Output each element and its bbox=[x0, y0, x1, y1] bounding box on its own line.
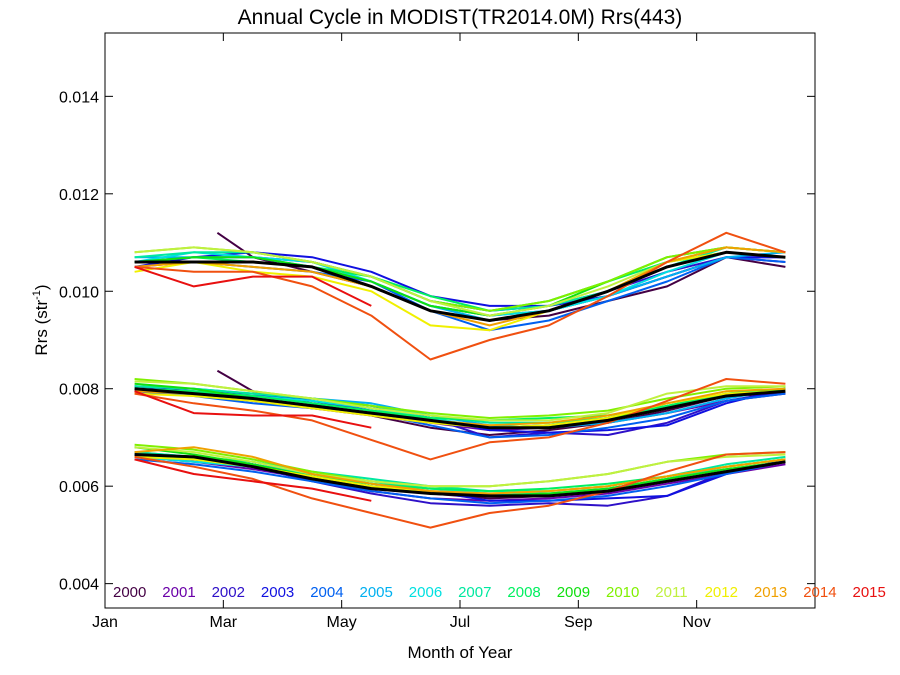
x-tick-label: Mar bbox=[210, 614, 238, 631]
series-line-2015-band-1 bbox=[134, 390, 372, 429]
y-axis: 0.004 0.006 0.008 0.010 0.012 0.014 bbox=[59, 89, 815, 594]
mean-line-band-2 bbox=[134, 453, 786, 498]
series-line-2015-band-2 bbox=[134, 458, 372, 502]
series-2007 bbox=[134, 246, 786, 493]
mean-line-band-0 bbox=[134, 250, 786, 322]
legend-entry-2015: 2015 bbox=[853, 584, 886, 601]
x-tick-label: Nov bbox=[682, 614, 710, 631]
series-line-2008-band-1 bbox=[134, 387, 786, 422]
x-tick-label: Jan bbox=[92, 614, 118, 631]
legend-entry-2013: 2013 bbox=[754, 584, 787, 601]
series-line-2014-band-2 bbox=[134, 451, 786, 529]
series-line-2014-band-0 bbox=[134, 231, 786, 361]
legend-entry-2007: 2007 bbox=[458, 584, 491, 601]
series-line-2013-band-0 bbox=[134, 246, 786, 327]
y-axis-label-close: ) bbox=[32, 284, 51, 290]
legend: 2000 2001 2002 2003 2004 2005 2006 2007 2008 2009… bbox=[113, 584, 886, 601]
series-line-2004-band-1 bbox=[134, 390, 786, 439]
series-2012 bbox=[134, 251, 786, 495]
y-tick-label: 0.006 bbox=[59, 479, 99, 496]
y-tick-label: 0.014 bbox=[59, 89, 99, 106]
series-2014 bbox=[134, 231, 786, 529]
legend-entry-2008: 2008 bbox=[507, 584, 540, 601]
chart-title: Annual Cycle in MODIST(TR2014.0M) Rrs(44… bbox=[238, 6, 683, 29]
legend-entry-2012: 2012 bbox=[705, 584, 738, 601]
legend-entry-2003: 2003 bbox=[261, 584, 294, 601]
legend-entry-2004: 2004 bbox=[310, 584, 343, 601]
x-axis: Jan Mar May Jul Sep Nov bbox=[92, 33, 711, 631]
series-line-2013-band-2 bbox=[134, 446, 786, 495]
series-line-2011-band-1 bbox=[134, 380, 786, 422]
x-axis-label: Month of Year bbox=[408, 643, 513, 662]
x-tick-label: Sep bbox=[564, 614, 593, 631]
legend-entry-2006: 2006 bbox=[409, 584, 442, 601]
legend-entry-2000: 2000 bbox=[113, 584, 146, 601]
series-line-2014-band-1 bbox=[134, 378, 786, 461]
series-layer bbox=[134, 231, 786, 529]
mean-line-band-1 bbox=[134, 387, 786, 430]
legend-entry-2001: 2001 bbox=[162, 584, 195, 601]
legend-entry-2009: 2009 bbox=[557, 584, 590, 601]
x-tick-label: May bbox=[327, 614, 357, 631]
legend-entry-2014: 2014 bbox=[803, 584, 836, 601]
y-tick-label: 0.008 bbox=[59, 382, 99, 399]
series-2006 bbox=[134, 251, 786, 495]
y-axis-label: Rrs (str-1) bbox=[31, 284, 51, 355]
series-line-2011-band-2 bbox=[134, 446, 786, 488]
series-2015 bbox=[134, 265, 372, 502]
series-line-2004-band-2 bbox=[134, 458, 786, 505]
y-axis-label-sup: -1 bbox=[31, 290, 43, 300]
y-axis-label-main: Rrs (str bbox=[32, 300, 51, 356]
legend-entry-2010: 2010 bbox=[606, 584, 639, 601]
x-tick-label: Jul bbox=[450, 614, 470, 631]
legend-entry-2005: 2005 bbox=[360, 584, 393, 601]
y-tick-label: 0.010 bbox=[59, 284, 99, 301]
y-tick-label: 0.012 bbox=[59, 187, 99, 204]
series-line-2015-band-0 bbox=[134, 265, 372, 307]
legend-entry-2002: 2002 bbox=[212, 584, 245, 601]
y-tick-label: 0.004 bbox=[59, 577, 99, 594]
legend-entry-2011: 2011 bbox=[655, 584, 687, 601]
mean-series bbox=[134, 250, 786, 498]
series-line-2001-band-2 bbox=[134, 455, 786, 502]
